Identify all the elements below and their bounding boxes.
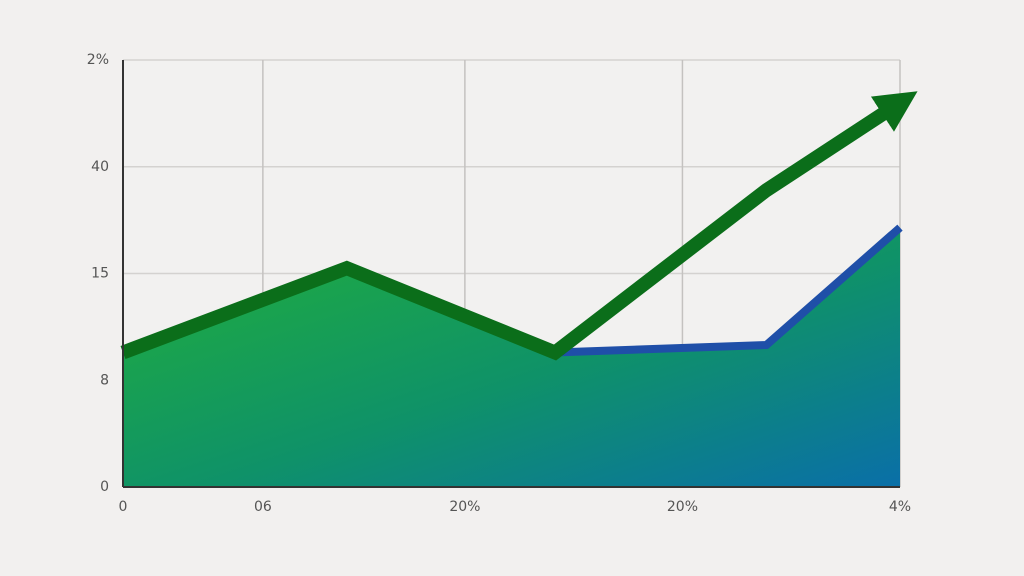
y-tick-label: 8 <box>100 372 109 388</box>
x-tick-label: 4% <box>889 499 911 515</box>
x-tick-label: 20% <box>449 499 480 515</box>
area <box>123 227 900 487</box>
y-tick-label: 0 <box>100 479 109 495</box>
y-tick-label: 40 <box>91 159 109 175</box>
y-tick-label: 15 <box>91 266 109 282</box>
y-tick-label: 2% <box>87 52 109 68</box>
trend-arrow <box>120 91 918 361</box>
x-tick-label: 20% <box>667 499 698 515</box>
x-tick-label: 0 <box>119 499 128 515</box>
x-tick-label: 06 <box>254 499 272 515</box>
